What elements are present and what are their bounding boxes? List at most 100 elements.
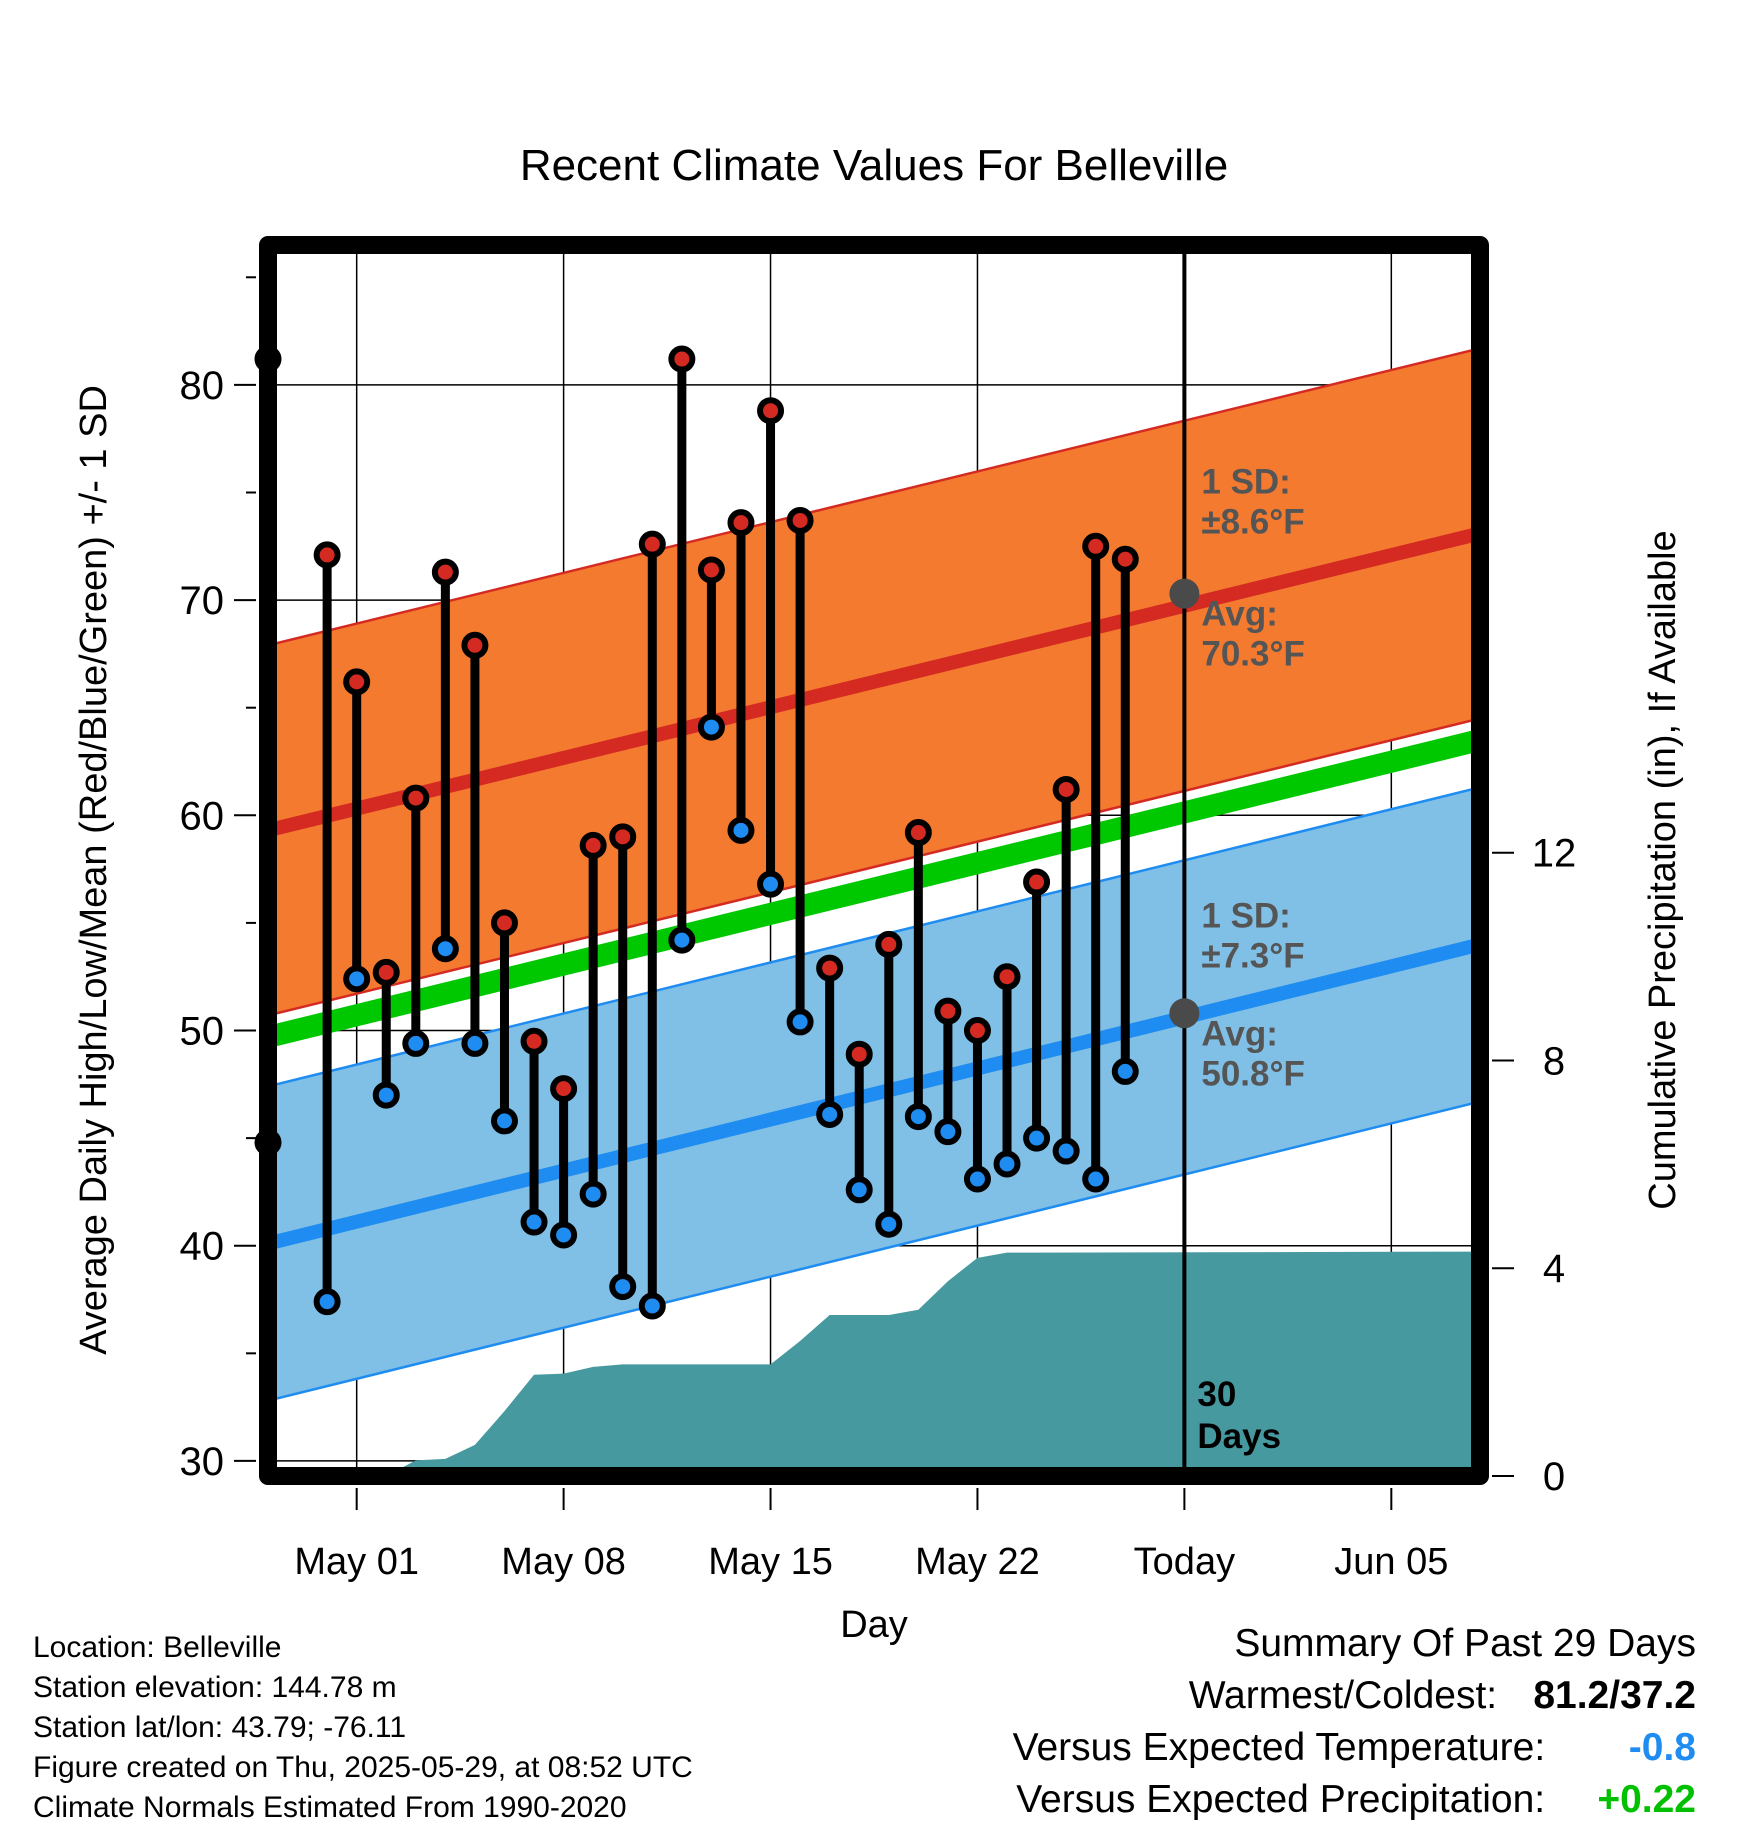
warmest-coldest-label: Warmest/Coldest: [1188, 1674, 1498, 1717]
observed-high-point [727, 509, 755, 537]
observed-low-point [402, 1029, 430, 1057]
temperature-anomaly-value: -0.8 [1628, 1726, 1696, 1769]
plot-interior [268, 245, 1480, 1476]
observed-high-point [993, 963, 1021, 991]
observed-high-point [313, 541, 341, 569]
today-low-average-dot [1169, 998, 1200, 1029]
plot-frame [259, 236, 1489, 1485]
x-tick-label: May 15 [708, 1541, 833, 1583]
chart-title: Recent Climate Values For Belleville [520, 141, 1228, 190]
precipitation-area [268, 1251, 1480, 1476]
observed-high-point [1023, 868, 1051, 896]
plot-area: 1 SD: ±8.6°F Avg: 70.3°F 1 SD: ±7.3°F Avg: 50.8… [254, 245, 1480, 1476]
observed-high-point [490, 909, 518, 937]
y2-tick-label: 12 [1532, 832, 1577, 876]
y-tick-label: 60 [180, 794, 225, 838]
x-tick-label: Today [1134, 1541, 1235, 1583]
metadata-location: Location: Belleville [33, 1631, 282, 1664]
observed-low-point [520, 1208, 548, 1236]
observed-low-point [727, 816, 755, 844]
observed-low-point [490, 1107, 518, 1135]
observed-low-point [1023, 1124, 1051, 1152]
observed-high-point [402, 784, 430, 812]
observed-high-point [520, 1027, 548, 1055]
observed-low-point [993, 1150, 1021, 1178]
normal-low-line [268, 937, 1480, 1251]
observed-high-point [757, 397, 785, 425]
observed-low-point [1052, 1137, 1080, 1165]
observed-low-point [904, 1103, 932, 1131]
observed-high-point [845, 1040, 873, 1068]
y-tick-label: 80 [180, 364, 225, 408]
summary-precipitation: Versus Expected Precipitation: +0.22 [1016, 1778, 1696, 1822]
low-sd-annotation: 1 SD: ±7.3°F [1201, 896, 1304, 975]
window-annotation: 30 Days [1197, 1375, 1281, 1456]
observed-low-point [875, 1210, 903, 1238]
x-tick-label: Jun 05 [1334, 1541, 1448, 1583]
observed-low-point [757, 870, 785, 898]
axes: 30 40 50 60 70 80 0 4 8 12 May 01 May 08 May 15 May 2… [180, 236, 1577, 1583]
normal-high-line [268, 526, 1480, 838]
observed-low-point [934, 1118, 962, 1146]
y-tick-label: 40 [180, 1225, 225, 1269]
observed-high-point [816, 954, 844, 982]
observed-high-point [550, 1075, 578, 1103]
x-tick-label: May 08 [501, 1541, 626, 1583]
observed-low-point [638, 1292, 666, 1320]
metadata-normals: Climate Normals Estimated From 1990-2020 [33, 1791, 627, 1824]
observed-high-point [934, 997, 962, 1025]
observed-high-point [1052, 775, 1080, 803]
observed-low-point [372, 1081, 400, 1109]
observed-low-point [816, 1100, 844, 1128]
observed-low-point [431, 935, 459, 963]
observed-low-point [1082, 1165, 1110, 1193]
observed-high-point [875, 930, 903, 958]
observed-high-point [638, 530, 666, 558]
y-axis-label: Average Daily High/Low/Mean (Red/Blue/Gr… [73, 385, 115, 1355]
y2-tick-label: 8 [1543, 1039, 1565, 1083]
observed-low-point [963, 1165, 991, 1193]
y2-tick-label: 0 [1543, 1455, 1565, 1499]
observed-low-point [461, 1029, 489, 1057]
observed-high-point [579, 831, 607, 859]
observed-low-point [668, 926, 696, 954]
high-sd-annotation: 1 SD: ±8.6°F [1201, 463, 1304, 542]
metadata-created: Figure created on Thu, 2025-05-29, at 08… [33, 1751, 693, 1784]
normal-high-upper-sd-line [268, 347, 1480, 647]
temperature-label: Versus Expected Temperature: [1012, 1726, 1546, 1769]
observed-high-point [609, 823, 637, 851]
y2-tick-label: 4 [1543, 1247, 1565, 1291]
today-high-average-dot [1169, 578, 1200, 609]
observed-high-point [697, 556, 725, 584]
observed-high-point [431, 558, 459, 586]
observed-high-point [904, 819, 932, 847]
observed-high-point [1111, 545, 1139, 573]
observed-high-point [372, 958, 400, 986]
observed-low-point [313, 1288, 341, 1316]
observed-high-point [963, 1017, 991, 1045]
observed-high-point [668, 345, 696, 373]
summary-temperature: Versus Expected Temperature: -0.8 [1013, 1726, 1696, 1770]
y-tick-label: 50 [180, 1010, 225, 1054]
observed-high-point [343, 668, 371, 696]
metadata-elevation: Station elevation: 144.78 m [33, 1671, 397, 1704]
observed-low-point [697, 713, 725, 741]
summary-warmest-coldest: Warmest/Coldest: 81.2/37.2 [1189, 1674, 1696, 1718]
observed-low-point [550, 1221, 578, 1249]
y-tick-label: 70 [180, 579, 225, 623]
normal-low-lower-sd-line [268, 1100, 1480, 1402]
normal-mean-line [268, 729, 1480, 1048]
precipitation-label: Versus Expected Precipitation: [1016, 1778, 1546, 1821]
x-tick-label: May 22 [915, 1541, 1040, 1583]
y2-axis-label: Cumulative Precipitation (in), If Availa… [1642, 530, 1684, 1209]
observed-low-point [579, 1180, 607, 1208]
x-axis-label: Day [840, 1604, 908, 1646]
observed-low-point [343, 965, 371, 993]
observed-low-point [1111, 1057, 1139, 1085]
normal-high-lower-sd-line [268, 717, 1480, 1017]
low-average-annotation: Avg: 50.8°F [1201, 1014, 1305, 1093]
summary-title: Summary Of Past 29 Days [1234, 1622, 1696, 1665]
metadata-latlon: Station lat/lon: 43.79; -76.11 [33, 1711, 407, 1744]
high-average-annotation: Avg: 70.3°F [1201, 595, 1305, 674]
